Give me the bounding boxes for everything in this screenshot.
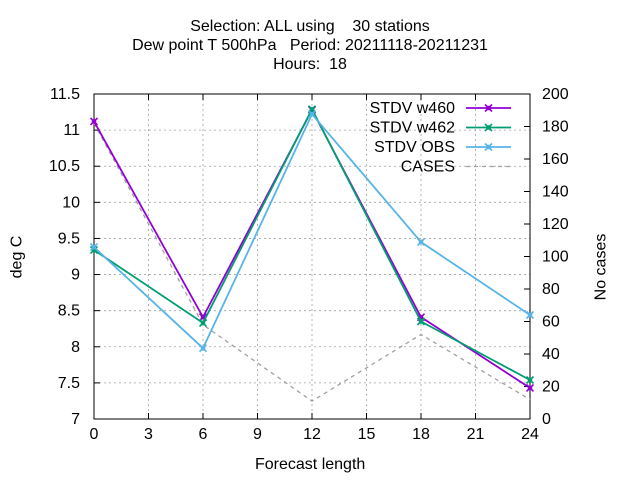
y-tick-label: 11.5 [50,86,80,103]
data-point [418,314,424,320]
data-point [418,239,424,245]
y2-tick-label: 160 [542,151,569,168]
y2-tick-label: 20 [542,379,560,396]
data-point [527,312,533,318]
data-point [309,112,315,117]
data-point [200,314,206,320]
x-tick-label: 3 [144,426,153,443]
y2-tick-label: 0 [542,411,551,428]
y-tick-label: 9 [71,267,80,284]
y-tick-label: 7.5 [58,375,80,392]
series-stdv-w462 [89,105,535,385]
y2-tick-label: 100 [542,249,569,266]
y2-tick-label: 60 [542,314,560,331]
y2-axis-label: No cases [592,233,610,301]
data-point [309,106,315,112]
data-point [200,320,206,326]
y-tick-label: 7 [71,411,80,428]
y2-tick-label: 200 [542,86,569,103]
y2-tick-label: 40 [542,346,560,363]
legend-marker [486,125,491,130]
x-tick-label: 12 [303,426,321,443]
data-point [418,319,424,324]
axes: 0 3 6 9 12 15 18 21 24 7 7.5 8 8.5 9 9.5 10 10.5 11 11.5 0 2… [49,86,569,443]
legend-label: STDV w460 [370,100,455,117]
y-tick-label: 11 [63,122,80,139]
plot-border [93,93,531,420]
y-tick-label: 8.5 [58,303,80,320]
series-cases [93,122,531,402]
legend-label: STDV w462 [370,120,455,137]
data-point [200,346,206,351]
chart-title-line-2: Dew point T 500hPa Period: 20211118-2021… [132,37,488,54]
y-tick-label: 10 [62,194,80,211]
chart-title-line-3: Hours: 18 [273,56,347,73]
series-line [93,122,531,402]
chart-title-line-1: Selection: ALL using 30 stations [190,18,430,35]
y-axis-label: deg C [8,235,26,279]
data-point [527,377,533,383]
x-tick-label: 24 [521,426,539,443]
x-axis-label: Forecast length [255,456,366,473]
y2-tick-label: 140 [542,184,569,201]
y-tick-label: 9.5 [58,230,80,247]
data-point [91,119,97,124]
x-tick-label: 6 [199,426,208,443]
y2-tick-label: 80 [542,281,560,298]
legend-marker [486,105,491,111]
series-stdv-obs [89,110,535,353]
series-line [93,107,531,389]
y-tick-label: 10.5 [49,158,80,175]
y2-tick-label: 180 [542,119,569,136]
x-tick-label: 18 [412,426,430,443]
data-point [91,244,97,250]
data-point [527,385,533,391]
legend-label: STDV OBS [374,139,455,156]
legend-marker [486,144,491,150]
series-layer [89,105,535,402]
legend: STDV w460 STDV w462 STDV OBS CASES [370,100,511,176]
x-tick-label: 15 [358,426,376,443]
x-tick-label: 21 [467,426,485,443]
data-point [91,247,97,253]
grid [94,94,530,419]
x-tick-label: 0 [90,426,99,443]
y-tick-label: 8 [71,339,80,356]
y2-tick-label: 120 [542,216,569,233]
x-tick-label: 9 [253,426,262,443]
legend-label: CASES [401,159,455,176]
